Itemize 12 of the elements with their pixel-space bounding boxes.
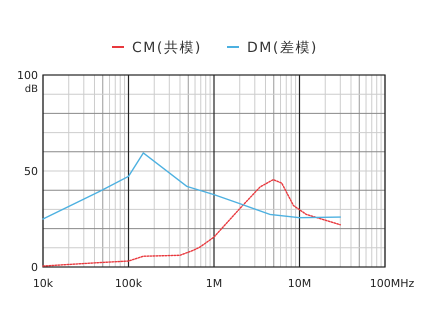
x-tick-label: 100M [370,277,400,290]
x-tick-label: 100k [114,277,143,290]
x-axis-title: Hz [400,277,415,290]
x-tick-label: 10k [32,277,54,290]
x-tick-label: 1M [206,277,222,290]
y-tick-label: 50 [24,165,38,178]
legend-label: CM(共模) [132,40,202,56]
y-tick-label: 100 [17,69,38,82]
legend-label: DM(差模) [247,40,318,56]
y-axis-title: dB [24,84,38,95]
y-tick-label: 0 [31,261,38,274]
x-tick-label: 10M [288,277,312,290]
